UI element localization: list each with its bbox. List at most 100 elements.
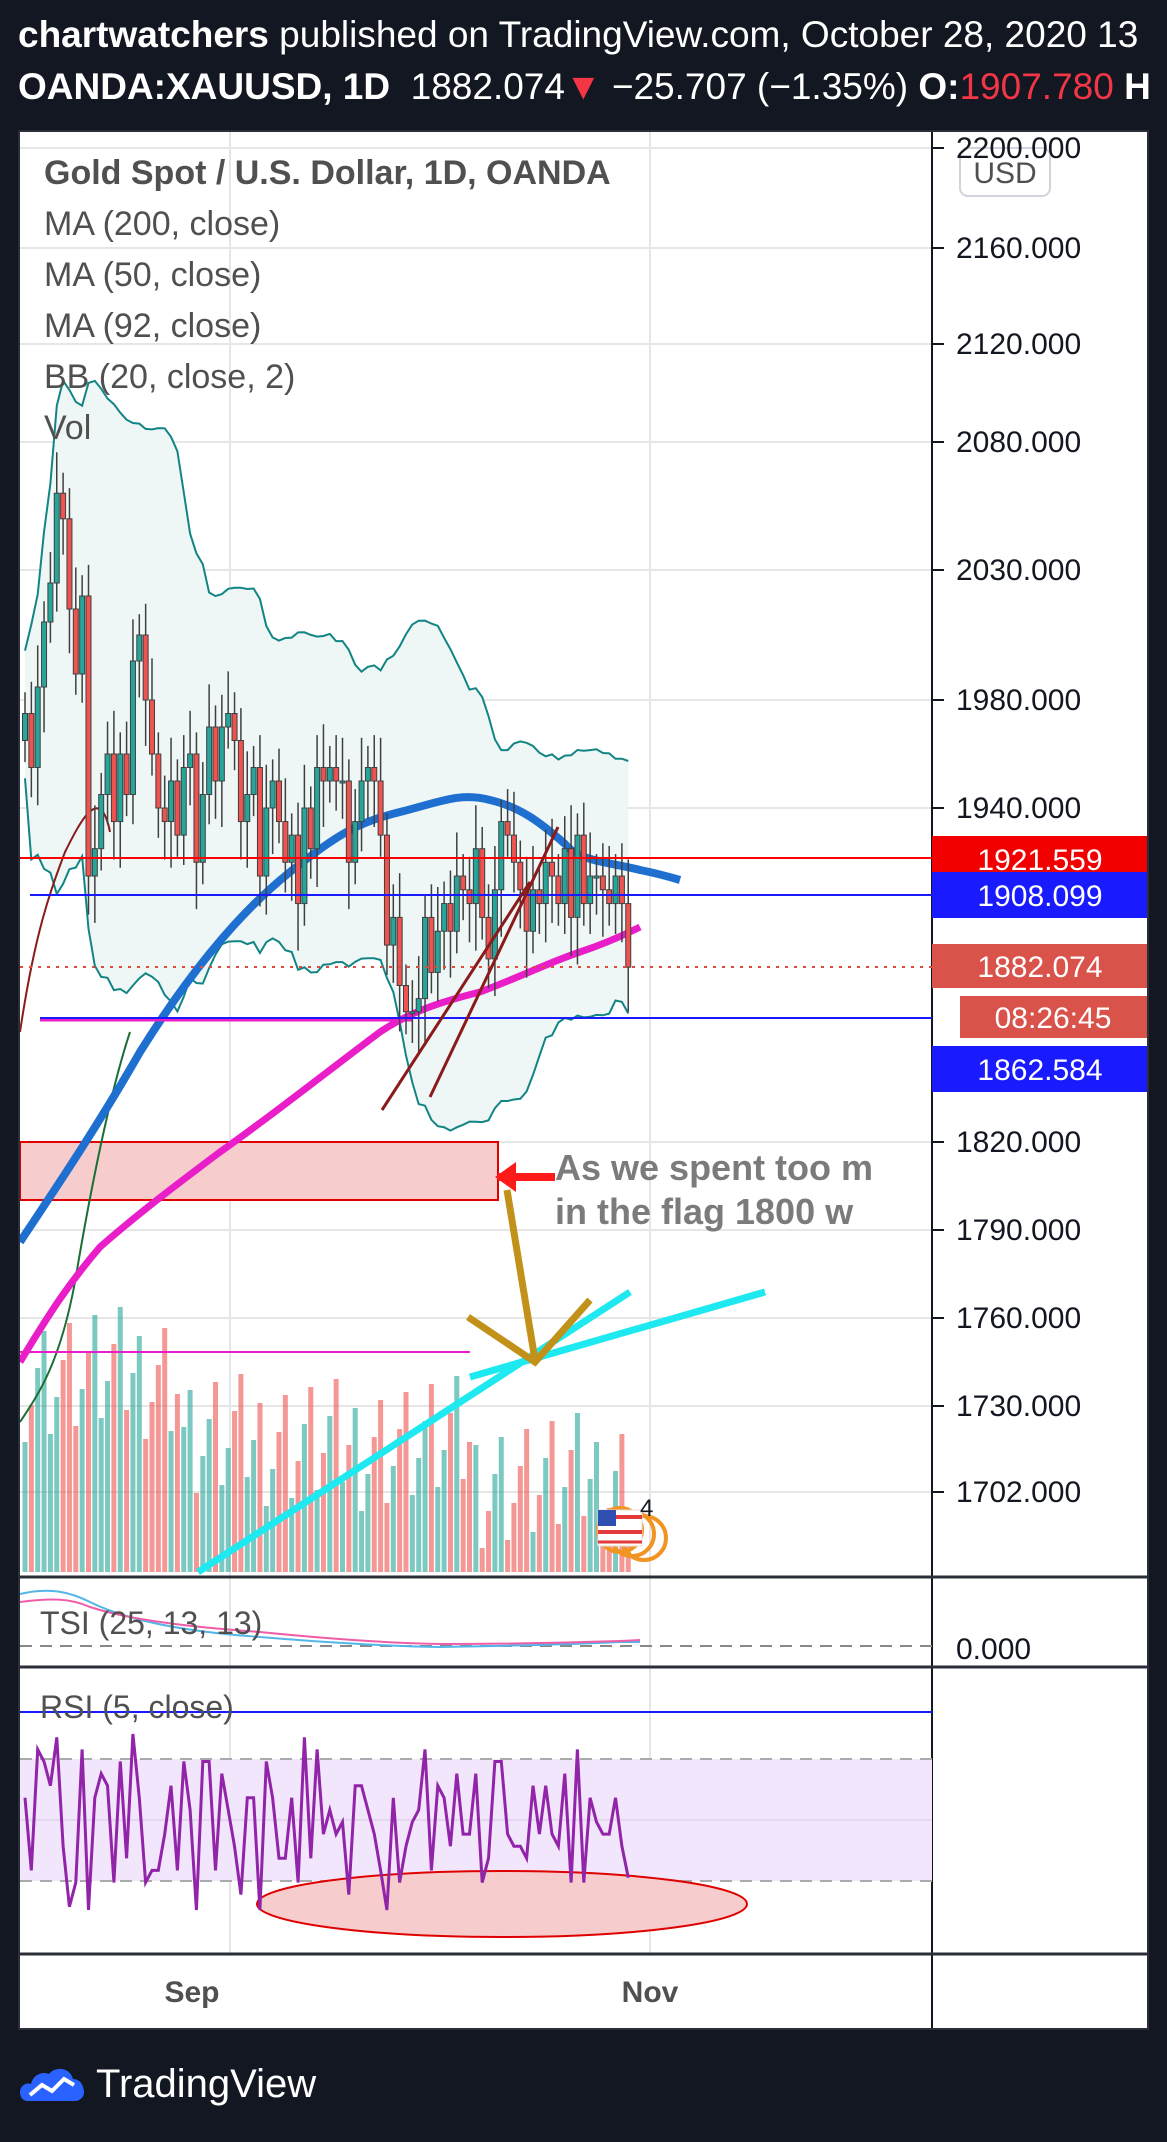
- price-scale-label: 2120.000: [956, 328, 1081, 361]
- candle: [161, 775, 168, 860]
- candle: [60, 472, 67, 555]
- tag-countdown: 08:26:45: [960, 996, 1147, 1038]
- volume-bar: [244, 1477, 250, 1572]
- legend-ma92: MA (92, close): [44, 307, 261, 345]
- legend-title: Gold Spot / U.S. Dollar, 1D, OANDA: [44, 154, 611, 192]
- candle: [104, 721, 111, 825]
- candle: [358, 737, 365, 852]
- candle: [606, 845, 613, 926]
- volume-bar: [460, 1479, 466, 1572]
- chart-area[interactable]: As we spent too m in the flag 1800 w 4 T…: [18, 130, 1149, 2030]
- rsi-oversold-ellipse[interactable]: [256, 1870, 748, 1938]
- candle: [263, 764, 270, 915]
- volume-bar: [340, 1482, 345, 1572]
- volume-bar: [22, 1442, 28, 1572]
- gold-arrow-head: [466, 1297, 593, 1367]
- volume-bar: [486, 1511, 492, 1572]
- price-change: −25.707 (−1.35%): [611, 66, 909, 107]
- candle: [168, 737, 175, 868]
- candle: [326, 745, 333, 803]
- bollinger-band-fill: [25, 380, 629, 1131]
- price-scale-label: 1820.000: [956, 1126, 1081, 1159]
- candle: [187, 710, 194, 806]
- candle: [250, 745, 257, 817]
- volume-bar: [581, 1516, 587, 1572]
- volume-bars: [22, 1307, 631, 1572]
- volume-bar: [517, 1466, 523, 1572]
- volume-bar: [454, 1376, 460, 1572]
- volume-bar: [327, 1416, 333, 1572]
- flag-line-lower[interactable]: [380, 881, 532, 1111]
- volume-bar: [200, 1456, 206, 1572]
- volume-bar: [574, 1413, 580, 1572]
- open-label: O:: [918, 66, 960, 107]
- candle: [530, 845, 536, 954]
- candle: [396, 873, 403, 1032]
- candle: [117, 732, 124, 868]
- volume-bar: [86, 1352, 91, 1572]
- legend-ma200: MA (200, close): [44, 205, 280, 243]
- us-flag-icon[interactable]: [596, 1506, 668, 1562]
- volume-bar: [320, 1453, 326, 1572]
- time-label-nov: Nov: [622, 1976, 679, 2009]
- candle: [244, 751, 251, 868]
- candle: [568, 805, 575, 957]
- volume-bar: [587, 1479, 593, 1572]
- candle: [625, 859, 632, 1012]
- volume-bar: [276, 1432, 282, 1572]
- volume-bar: [371, 1437, 377, 1572]
- candle: [390, 884, 397, 983]
- volume-bar: [105, 1381, 111, 1572]
- volume-bar: [619, 1434, 625, 1572]
- candle: [504, 789, 511, 857]
- volume-bar: [473, 1445, 479, 1572]
- candle: [542, 829, 549, 943]
- volume-bar: [479, 1548, 485, 1572]
- price-scale[interactable]: 2200.000 2160.000 2120.000 2080.000 2030.000…: [932, 132, 1081, 1509]
- candle: [34, 645, 41, 806]
- volume-bar: [232, 1411, 238, 1572]
- candle: [193, 732, 200, 910]
- down-arrow-icon: ▼: [564, 66, 602, 107]
- volume-bar: [524, 1429, 530, 1572]
- volume-bar: [505, 1540, 511, 1572]
- high-label: H: [1124, 66, 1151, 107]
- volume-bar: [168, 1431, 174, 1572]
- supply-zone-box[interactable]: [20, 1141, 499, 1201]
- volume-bar: [365, 1474, 371, 1572]
- annotation-line-2: in the flag 1800 w: [555, 1191, 854, 1232]
- candle: [123, 721, 130, 817]
- candle: [377, 737, 384, 857]
- volume-bar: [536, 1495, 542, 1572]
- tag-blue-low: 1862.584: [932, 1046, 1147, 1092]
- candle: [47, 552, 54, 643]
- candle: [460, 854, 467, 921]
- candle: [314, 735, 321, 888]
- red-arrow-head: [495, 1162, 516, 1192]
- chart-svg[interactable]: As we spent too m in the flag 1800 w 4 T…: [20, 132, 1147, 2028]
- candle: [41, 601, 48, 733]
- candle: [561, 816, 568, 935]
- flag-line-upper[interactable]: [428, 826, 560, 1098]
- candle: [333, 735, 340, 811]
- volume-bar: [213, 1382, 218, 1572]
- candle: [415, 956, 422, 1052]
- candle: [339, 737, 346, 819]
- candle: [28, 681, 35, 798]
- candle: [441, 881, 448, 970]
- currency-button[interactable]: USD: [959, 147, 1051, 197]
- cyan-trend-line-2[interactable]: [469, 1288, 766, 1381]
- volume-bar: [79, 1389, 85, 1572]
- price-scale-label: 1940.000: [956, 792, 1081, 825]
- volume-bar: [378, 1400, 384, 1572]
- volume-bar: [384, 1503, 390, 1572]
- volume-bar: [257, 1403, 263, 1572]
- candle: [364, 745, 371, 819]
- tradingview-logo[interactable]: TradingView: [18, 2062, 316, 2107]
- volume-bar: [73, 1426, 79, 1572]
- volume-bar: [492, 1474, 498, 1572]
- candle: [110, 710, 117, 860]
- volume-bar: [47, 1434, 53, 1572]
- price-scale-label: 1702.000: [956, 1476, 1081, 1509]
- candle: [269, 759, 276, 855]
